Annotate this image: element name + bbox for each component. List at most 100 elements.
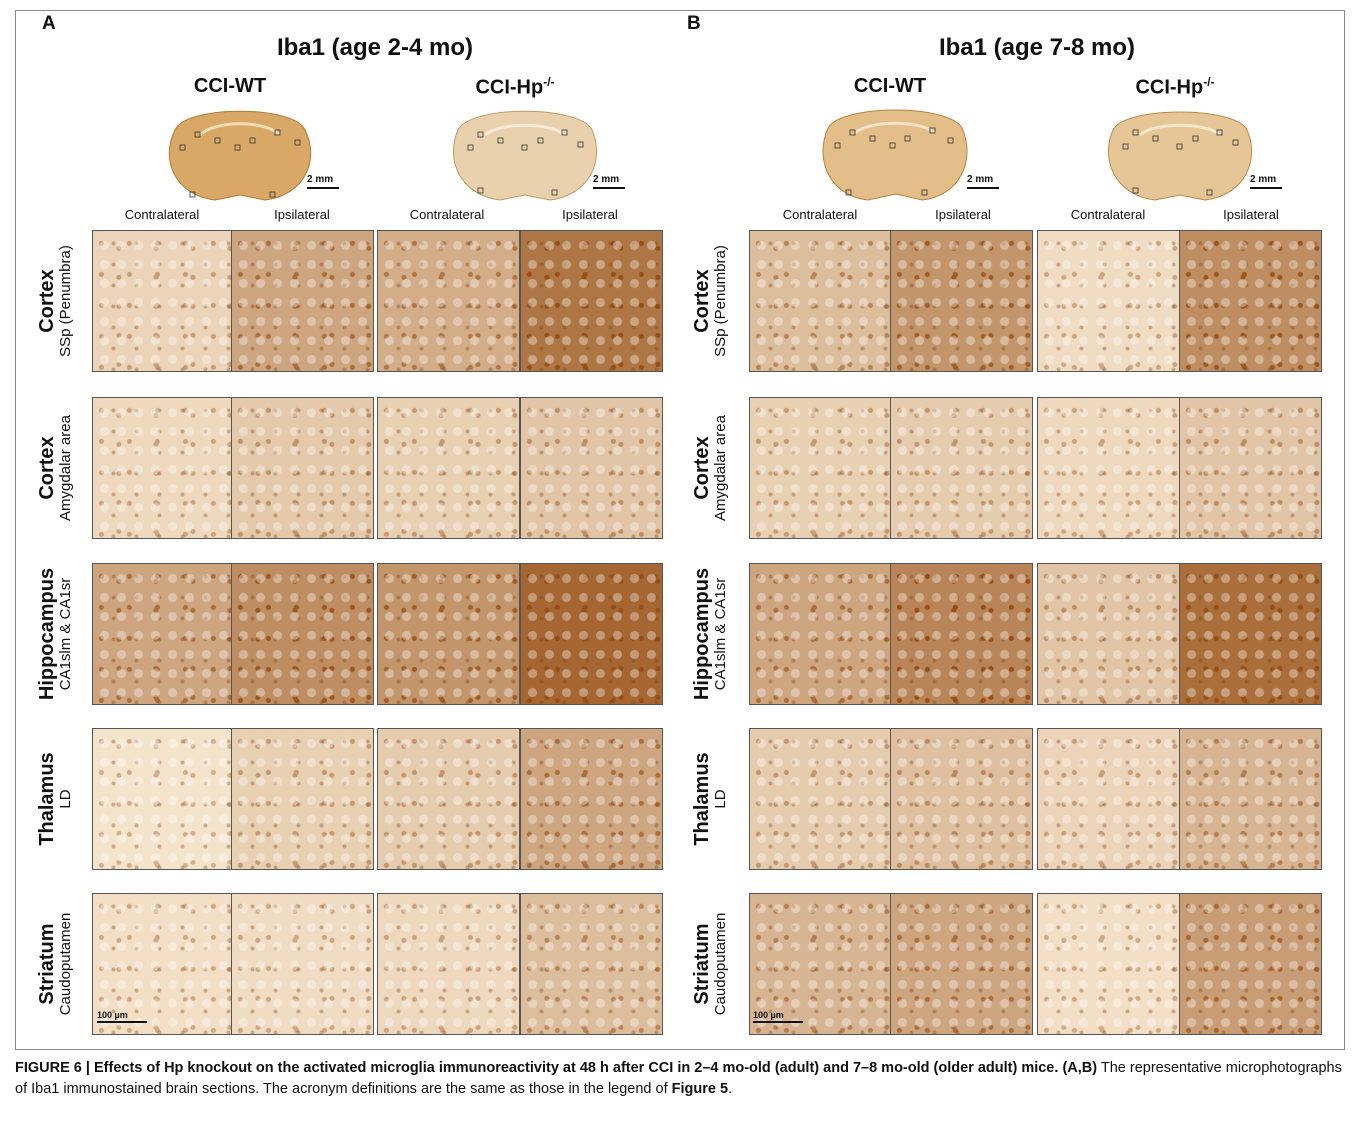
micrograph-tile [92, 893, 235, 1035]
figure-frame [15, 10, 1345, 1050]
micrograph-tile [231, 230, 374, 372]
row-region-label: Thalamus [35, 752, 58, 846]
micrograph-tile [890, 397, 1033, 539]
brain-section-image [168, 110, 312, 201]
row-label: Cortex SSp (Penumbra) [35, 230, 75, 372]
caption-lead: FIGURE 6 | Effects of Hp knockout on the… [15, 1060, 1059, 1076]
micrograph-tile [1179, 893, 1322, 1035]
micrograph-tile [377, 563, 520, 705]
panel-label: A [42, 13, 56, 34]
scale-bar-100um: 100 µm [97, 1010, 147, 1023]
caption-body: The representative microphotographs of I… [15, 1060, 1342, 1097]
row-label: Cortex Amygdalar area [690, 397, 730, 539]
brain-section-image [453, 110, 597, 201]
micrograph-tile [749, 893, 892, 1035]
micrograph-tile [231, 728, 374, 870]
micrograph-tile [890, 230, 1033, 372]
row-region-label: Cortex [35, 436, 58, 500]
row-region-label: Striatum [35, 923, 58, 1005]
scale-bar-2mm: 2 mm [1250, 174, 1282, 189]
row-label: Cortex SSp (Penumbra) [690, 230, 730, 372]
row-region-label: Cortex [35, 269, 58, 333]
micrograph-tile [749, 230, 892, 372]
brain-section-image [1108, 111, 1252, 201]
row-region-label: Hippocampus [690, 567, 713, 701]
panel-a: A Iba1 (age 2-4 mo) CCI-WT CCI-Hp-/- 2 m… [15, 0, 679, 1040]
caption-figure-link[interactable]: Figure 5 [671, 1081, 729, 1097]
micrograph-tile [890, 893, 1033, 1035]
row-subregion-label: CA1slm & CA1sr [56, 577, 74, 691]
row-subregion-label: LD [711, 789, 729, 809]
row-subregion-label: Caudoputamen [711, 912, 729, 1016]
row-label: Thalamus LD [690, 728, 730, 870]
micrograph-tile [520, 893, 663, 1035]
scale-bar-2mm: 2 mm [307, 174, 339, 189]
micrograph-tile [231, 893, 374, 1035]
micrograph-tile [92, 397, 235, 539]
micrograph-tile [520, 563, 663, 705]
micrograph-tile [1037, 893, 1180, 1035]
row-subregion-label: SSp (Penumbra) [711, 245, 729, 357]
row-label: Striatum Caudoputamen [35, 893, 75, 1035]
side-label: Ipsilateral [562, 207, 618, 222]
row-label: Thalamus LD [35, 728, 75, 870]
micrograph-tile [749, 563, 892, 705]
row-label: Hippocampus CA1slm & CA1sr [690, 563, 730, 705]
micrograph-tile [92, 728, 235, 870]
micrograph-tile [749, 728, 892, 870]
micrograph-tile [890, 563, 1033, 705]
side-label: Ipsilateral [1223, 207, 1279, 222]
micrograph-tile [520, 230, 663, 372]
side-label: Contralateral [124, 207, 200, 222]
micrograph-tile [92, 563, 235, 705]
row-subregion-label: SSp (Penumbra) [56, 245, 74, 357]
row-region-label: Thalamus [690, 752, 713, 846]
micrograph-tile [1037, 397, 1180, 539]
scale-bar-2mm: 2 mm [593, 174, 625, 189]
micrograph-tile [231, 563, 374, 705]
micrograph-tile [749, 397, 892, 539]
panel-title: Iba1 (age 7-8 mo) [938, 34, 1136, 61]
scale-bar-2mm: 2 mm [967, 174, 999, 189]
group-title-hp: CCI-Hp-/- [475, 75, 555, 99]
row-region-label: Cortex [690, 436, 713, 500]
group-title-hp: CCI-Hp-/- [1135, 75, 1215, 99]
caption-end: . [728, 1081, 733, 1097]
row-subregion-label: Caudoputamen [56, 912, 74, 1016]
row-label: Striatum Caudoputamen [690, 893, 730, 1035]
row-subregion-label: Amygdalar area [56, 415, 74, 521]
micrograph-tile [1179, 728, 1322, 870]
panel-b: B Iba1 (age 7-8 mo) CCI-WT CCI-Hp-/- 2 m… [675, 0, 1339, 1040]
micrograph-tile [377, 728, 520, 870]
micrograph-tile [1037, 563, 1180, 705]
micrograph-tile [890, 728, 1033, 870]
figure-caption: FIGURE 6 | Effects of Hp knockout on the… [15, 1058, 1345, 1100]
side-label: Contralateral [409, 207, 485, 222]
side-label: Ipsilateral [935, 207, 991, 222]
group-title-wt: CCI-WT [853, 75, 927, 97]
row-region-label: Hippocampus [35, 567, 58, 701]
micrograph-tile [1037, 230, 1180, 372]
side-label: Ipsilateral [274, 207, 330, 222]
row-subregion-label: Amygdalar area [711, 415, 729, 521]
row-region-label: Striatum [690, 923, 713, 1005]
side-label: Contralateral [1070, 207, 1146, 222]
row-region-label: Cortex [690, 269, 713, 333]
side-label: Contralateral [782, 207, 858, 222]
micrograph-tile [520, 397, 663, 539]
row-label: Hippocampus CA1slm & CA1sr [35, 563, 75, 705]
panel-label: B [687, 13, 701, 34]
row-label: Cortex Amygdalar area [35, 397, 75, 539]
micrograph-tile [231, 397, 374, 539]
micrograph-tile [1179, 397, 1322, 539]
micrograph-tile [520, 728, 663, 870]
row-subregion-label: LD [56, 789, 74, 809]
micrograph-tile [92, 230, 235, 372]
micrograph-tile [1037, 728, 1180, 870]
panel-title: Iba1 (age 2-4 mo) [276, 34, 474, 61]
micrograph-tile [377, 397, 520, 539]
group-title-wt: CCI-WT [193, 75, 267, 97]
micrograph-tile [1179, 230, 1322, 372]
micrograph-tile [1179, 563, 1322, 705]
scale-bar-100um: 100 µm [753, 1010, 803, 1023]
